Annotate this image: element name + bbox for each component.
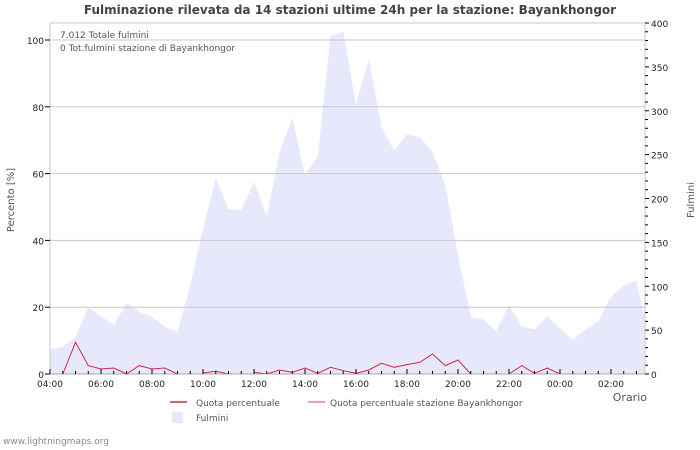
fulmini-area-path xyxy=(50,31,645,375)
left-tick-label: 60 xyxy=(33,171,45,181)
axes: 0 20 40 60 80 100 0 50 100 150 200 250 300 350 400 04:0… xyxy=(27,20,669,390)
right-tick-label: 250 xyxy=(651,152,668,162)
right-tick-label: 400 xyxy=(651,20,668,30)
right-tick-label: 0 xyxy=(651,371,657,381)
right-tick-label: 100 xyxy=(651,283,668,293)
legend-fulmini-label: Fulmini xyxy=(196,414,228,424)
left-tick-label: 100 xyxy=(27,37,44,47)
quota-line-segment xyxy=(253,353,472,375)
x-tick-label: 06:00 xyxy=(88,380,114,390)
x-axis-label: Orario xyxy=(613,391,648,404)
left-tick-label: 20 xyxy=(33,304,45,314)
fulmini-area xyxy=(50,31,645,375)
chart-title: Fulminazione rilevata da 14 stazioni ult… xyxy=(83,3,617,17)
x-tick-label: 12:00 xyxy=(241,380,267,390)
quota-line xyxy=(62,341,561,375)
left-tick-label: 80 xyxy=(33,104,45,114)
right-tick-label: 50 xyxy=(651,327,663,337)
station-annotation: 0 Tot.fulmini stazione di Bayankhongor xyxy=(60,44,235,54)
legend-quota-station-label: Quota percentuale stazione Bayankhongor xyxy=(330,399,523,409)
legend-quota-label: Quota percentuale xyxy=(196,399,280,409)
left-axis-label: Percento [%] xyxy=(6,168,17,232)
quota-line-segment xyxy=(62,341,178,375)
x-tick-label: 20:00 xyxy=(445,380,471,390)
x-tick-label: 04:00 xyxy=(37,380,63,390)
x-tick-label: 00:00 xyxy=(547,380,573,390)
x-tick-label: 10:00 xyxy=(190,380,216,390)
right-tick-label: 200 xyxy=(651,196,668,206)
x-tick-label: 02:00 xyxy=(598,380,624,390)
total-annotation: 7.012 Totale fulmini xyxy=(60,31,149,41)
x-tick-label: 18:00 xyxy=(394,380,420,390)
right-axis-label: Fulmini xyxy=(686,182,697,218)
right-tick-label: 350 xyxy=(651,64,668,74)
left-tick-label: 0 xyxy=(38,371,44,381)
x-tick-label: 08:00 xyxy=(139,380,165,390)
right-tick-label: 150 xyxy=(651,239,668,249)
left-tick-label: 40 xyxy=(33,237,45,247)
credit-link[interactable]: www.lightningmaps.org xyxy=(3,437,109,447)
right-tick-label: 300 xyxy=(651,108,668,118)
legend-fulmini-swatch xyxy=(172,412,183,423)
x-tick-label: 14:00 xyxy=(292,380,318,390)
x-tick-label: 16:00 xyxy=(343,380,369,390)
x-tick-label: 22:00 xyxy=(496,380,522,390)
